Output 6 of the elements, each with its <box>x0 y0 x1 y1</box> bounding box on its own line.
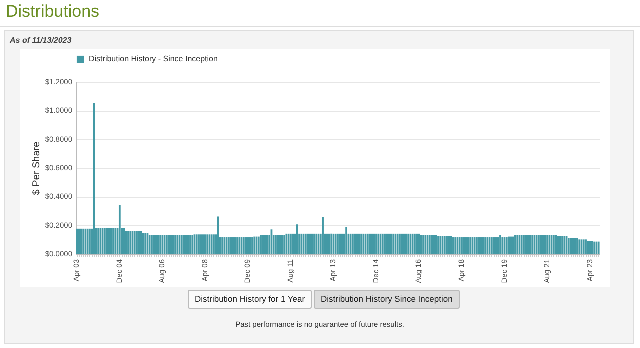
legend-label: Distribution History - Since Inception <box>89 54 218 64</box>
text: Distribution History for 1 Year <box>188 290 312 309</box>
text: Distribution History Since Inception <box>314 290 460 309</box>
chart-title: Distributions <box>6 2 100 22</box>
chart-subtitle: As of 11/13/2023 <box>10 36 72 45</box>
y-axis-title: $ Per Share <box>31 141 42 196</box>
